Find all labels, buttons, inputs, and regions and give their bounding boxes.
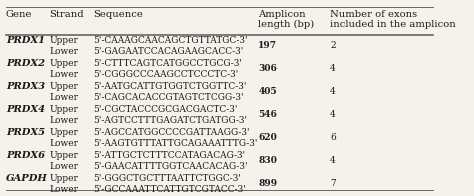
Text: 197: 197	[258, 41, 277, 50]
Text: 5'-CAGCACACCGTAGTCTCGG-3': 5'-CAGCACACCGTAGTCTCGG-3'	[93, 93, 243, 102]
Text: Strand: Strand	[49, 10, 84, 19]
Text: PRDX4: PRDX4	[6, 105, 45, 114]
Text: 5'-AATGCATTGTGGTCTGGTTC-3': 5'-AATGCATTGTGGTCTGGTTC-3'	[93, 82, 246, 91]
Text: 5'-AGTCCTTTGAGATCTGATGG-3': 5'-AGTCCTTTGAGATCTGATGG-3'	[93, 116, 247, 125]
Text: PRDX3: PRDX3	[6, 82, 45, 91]
Text: Upper: Upper	[49, 82, 78, 91]
Text: 6: 6	[330, 133, 336, 142]
Text: 830: 830	[258, 156, 277, 165]
Text: Lower: Lower	[49, 139, 78, 148]
Text: 5'-GCCAAATTCATTGTCGTACC-3': 5'-GCCAAATTCATTGTCGTACC-3'	[93, 185, 246, 194]
Text: 5'-GAACATTTTGGTCAACACAG-3': 5'-GAACATTTTGGTCAACACAG-3'	[93, 162, 247, 171]
Text: 7: 7	[330, 179, 336, 188]
Text: 5'-CGCTACCCGCGACGACTC-3': 5'-CGCTACCCGCGACGACTC-3'	[93, 105, 237, 114]
Text: Lower: Lower	[49, 116, 78, 125]
Text: 405: 405	[258, 87, 277, 96]
Text: 306: 306	[258, 64, 277, 73]
Text: Sequence: Sequence	[93, 10, 143, 19]
Text: Upper: Upper	[49, 151, 78, 160]
Text: PRDX2: PRDX2	[6, 59, 45, 68]
Text: Upper: Upper	[49, 36, 78, 45]
Text: Lower: Lower	[49, 47, 78, 56]
Text: 5'-GAGAATCCACAGAAGCACC-3': 5'-GAGAATCCACAGAAGCACC-3'	[93, 47, 243, 56]
Text: GAPDH: GAPDH	[6, 174, 47, 183]
Text: Upper: Upper	[49, 128, 78, 137]
Text: PRDX1: PRDX1	[6, 36, 45, 45]
Text: 620: 620	[258, 133, 277, 142]
Text: Amplicon
length (bp): Amplicon length (bp)	[258, 10, 315, 29]
Text: Gene: Gene	[6, 10, 32, 19]
Text: 5'-ATTGCTCTTTCCATAGACAG-3': 5'-ATTGCTCTTTCCATAGACAG-3'	[93, 151, 245, 160]
Text: 5'-CAAAGCAACAGCTGTTATGC-3': 5'-CAAAGCAACAGCTGTTATGC-3'	[93, 36, 247, 45]
Text: 899: 899	[258, 179, 277, 188]
Text: Upper: Upper	[49, 59, 78, 68]
Text: PRDX5: PRDX5	[6, 128, 45, 137]
Text: 2: 2	[330, 41, 336, 50]
Text: 4: 4	[330, 156, 336, 165]
Text: PRDX6: PRDX6	[6, 151, 45, 160]
Text: Lower: Lower	[49, 93, 78, 102]
Text: 5'-CTTTCAGTCATGGCCTGCG-3': 5'-CTTTCAGTCATGGCCTGCG-3'	[93, 59, 242, 68]
Text: 5'-AAGTGTTTATTGCAGAAATTTG-3': 5'-AAGTGTTTATTGCAGAAATTTG-3'	[93, 139, 257, 148]
Text: Lower: Lower	[49, 185, 78, 194]
Text: 5'-GGGCTGCTTTAATTCTGGC-3': 5'-GGGCTGCTTTAATTCTGGC-3'	[93, 174, 241, 183]
Text: Number of exons
included in the amplicon: Number of exons included in the amplicon	[330, 10, 456, 29]
Text: Lower: Lower	[49, 70, 78, 79]
Text: Upper: Upper	[49, 105, 78, 114]
Text: 4: 4	[330, 64, 336, 73]
Text: 546: 546	[258, 110, 277, 119]
Text: Upper: Upper	[49, 174, 78, 183]
Text: 5'-CGGGCCCAAGCCTCCCTC-3': 5'-CGGGCCCAAGCCTCCCTC-3'	[93, 70, 238, 79]
Text: 4: 4	[330, 87, 336, 96]
Text: 5'-AGCCATGGCCCCGATTAAGG-3': 5'-AGCCATGGCCCCGATTAAGG-3'	[93, 128, 249, 137]
Text: Lower: Lower	[49, 162, 78, 171]
Text: 4: 4	[330, 110, 336, 119]
